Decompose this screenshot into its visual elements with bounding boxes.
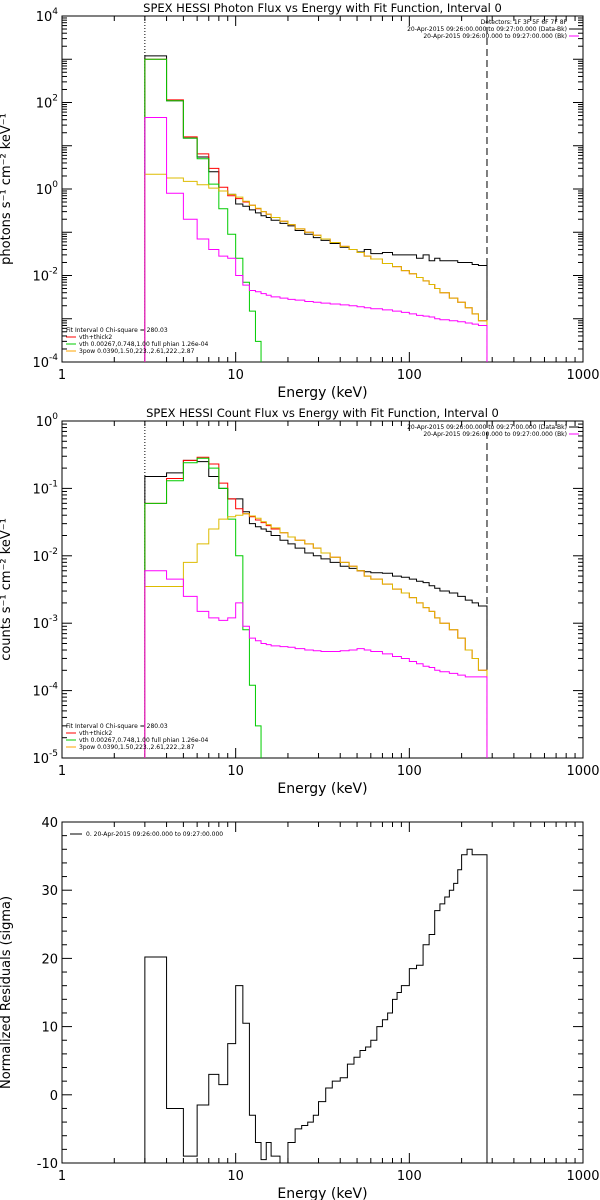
- y-axis-label: counts s⁻¹ cm⁻² keV⁻¹: [0, 518, 14, 661]
- series-line-4: [144, 173, 488, 362]
- y-tick-label: 10-4: [32, 682, 58, 700]
- y-tick-label: 10-1: [32, 479, 58, 497]
- chart-title: SPEX HESSI Count Flux vs Energy with Fit…: [146, 406, 499, 420]
- x-tick-label: 100: [397, 368, 422, 383]
- y-tick-label: 10-5: [32, 749, 58, 767]
- y-tick-label: 20: [41, 952, 58, 967]
- header-line: 20-Apr-2015 09:26:00.000 to 09:27:00.000…: [407, 424, 567, 431]
- x-tick-label: 1: [58, 1169, 66, 1184]
- x-tick-label: 1000: [566, 1169, 599, 1184]
- series-line-5: [144, 116, 488, 362]
- y-axis-label: photons s⁻¹ cm⁻² keV⁻¹: [0, 113, 14, 265]
- fit-legend-text: vth+thick2: [79, 730, 112, 737]
- fit-legend-text: vth 0.00267,0.748,1.00 full phian 1.26e-…: [79, 737, 209, 744]
- plot-data: [144, 421, 488, 758]
- series-line-1: [144, 848, 488, 1163]
- x-axis-label: Energy (keV): [277, 781, 367, 797]
- fit-legend-text: Fit Interval 0 Chi-square = 280.03: [66, 327, 168, 334]
- y-tick-label: 0: [50, 1089, 58, 1104]
- plot-frame: [61, 821, 584, 1164]
- x-tick-label: 10: [227, 368, 244, 383]
- x-tick-label: 1: [58, 368, 66, 383]
- fit-legend-text: 3pow 0.0390,1.50,223.,2.61,222.,2.87: [79, 744, 195, 751]
- y-tick-label: -10: [37, 1157, 58, 1172]
- plot-panel-2: SPEX HESSI Count Flux vs Energy with Fit…: [0, 406, 600, 797]
- x-tick-label: 1: [58, 764, 66, 779]
- x-tick-label: 10: [227, 1169, 244, 1184]
- fit-legend-text: 3pow 0.0390,1.50,223.,2.61,222.,2.87: [79, 348, 195, 355]
- x-tick-label: 1000: [566, 368, 599, 383]
- x-tick-label: 1000: [566, 764, 599, 779]
- plot-panel-1: SPEX HESSI Photon Flux vs Energy with Fi…: [0, 1, 600, 401]
- plot-frame: [61, 15, 584, 363]
- residual-legend-text: 0. 20-Apr-2015 09:26:00.000 to 09:27:00.…: [86, 831, 223, 838]
- fit-legend-text: Fit Interval 0 Chi-square = 280.03: [66, 723, 168, 730]
- chart-title: SPEX HESSI Photon Flux vs Energy with Fi…: [143, 1, 502, 15]
- fit-legend-text: vth+thick2: [79, 334, 112, 341]
- y-tick-label: 10-4: [32, 353, 58, 371]
- x-axis-label: Energy (keV): [277, 385, 367, 401]
- y-tick-label: 102: [36, 94, 58, 112]
- y-tick-label: 100: [36, 412, 59, 430]
- y-axis-label: Normalized Residuals (sigma): [0, 896, 14, 1089]
- series-line-1: [144, 459, 488, 758]
- plot-data: [144, 16, 488, 362]
- y-tick-label: 10: [41, 1021, 58, 1036]
- header-line: 20-Apr-2015 09:26:00.000 to 09:27:00.000…: [407, 26, 567, 33]
- y-tick-label: 100: [36, 180, 59, 198]
- series-line-3: [144, 457, 262, 758]
- x-tick-label: 10: [227, 764, 244, 779]
- fit-legend-text: vth 0.00267,0.748,1.00 full phian 1.26e-…: [79, 341, 209, 348]
- y-tick-label: 104: [36, 7, 59, 25]
- series-line-1: [144, 55, 488, 362]
- series-line-4: [144, 513, 488, 758]
- x-tick-label: 100: [397, 764, 422, 779]
- plot-data: [144, 848, 488, 1163]
- series-line-2: [144, 456, 488, 758]
- y-tick-label: 40: [41, 816, 58, 831]
- series-line-5: [144, 570, 488, 758]
- y-tick-label: 10-2: [32, 547, 58, 565]
- header-line: Detectors: 1F 3F 5F 6F 7F 8F: [481, 19, 568, 26]
- header-line: 20-Apr-2015 09:26:00.000 to 09:27:00.000…: [423, 33, 567, 40]
- series-line-2: [144, 58, 488, 362]
- plot-frame: [61, 420, 584, 759]
- series-line-3: [144, 58, 262, 362]
- y-tick-label: 10-2: [32, 267, 58, 285]
- y-tick-label: 10-3: [32, 614, 58, 632]
- header-line: 20-Apr-2015 09:26:00.000 to 09:27:00.000…: [423, 431, 567, 438]
- x-tick-label: 100: [397, 1169, 422, 1184]
- y-tick-label: 30: [41, 884, 58, 899]
- x-axis-label: Energy (keV): [277, 1186, 367, 1200]
